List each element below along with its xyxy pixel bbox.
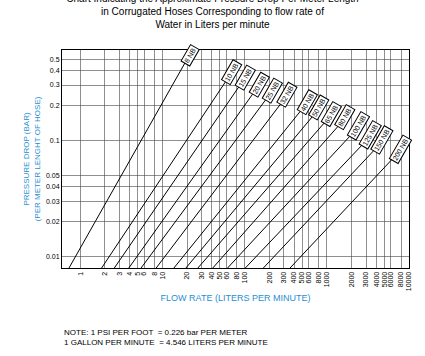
svg-text:10000: 10000 xyxy=(405,272,412,292)
svg-text:3000: 3000 xyxy=(362,272,369,288)
svg-text:Chart Indicating the Approxima: Chart Indicating the Approximate Pressur… xyxy=(66,0,358,30)
svg-text:125 NB: 125 NB xyxy=(361,123,379,147)
svg-text:20 NB: 20 NB xyxy=(251,74,267,95)
svg-text:300: 300 xyxy=(280,272,287,284)
svg-text:0.02: 0.02 xyxy=(46,218,60,225)
svg-text:8000: 8000 xyxy=(397,272,404,288)
svg-text:100: 100 xyxy=(241,272,248,284)
svg-text:40 NB: 40 NB xyxy=(299,92,315,113)
svg-text:50 NB: 50 NB xyxy=(311,97,327,118)
svg-text:600: 600 xyxy=(305,272,312,284)
svg-text:0.04: 0.04 xyxy=(46,183,60,190)
svg-text:60: 60 xyxy=(223,272,230,280)
svg-text:0.3: 0.3 xyxy=(50,81,60,88)
svg-text:500: 500 xyxy=(298,272,305,284)
svg-text:80: 80 xyxy=(233,272,240,280)
svg-text:0.5: 0.5 xyxy=(50,56,60,63)
svg-text:4000: 4000 xyxy=(373,272,380,288)
svg-text:15 NB: 15 NB xyxy=(237,67,253,88)
svg-text:0.01: 0.01 xyxy=(46,253,60,260)
svg-text:50: 50 xyxy=(216,272,223,280)
svg-text:8: 8 xyxy=(151,272,158,276)
svg-text:NOTE: 1 PSI PER FOOT = 0.226: NOTE: 1 PSI PER FOOT = 0.226 bar PER MET… xyxy=(64,328,268,347)
svg-text:5000: 5000 xyxy=(381,272,388,288)
svg-text:0.05: 0.05 xyxy=(46,172,60,179)
svg-text:4: 4 xyxy=(126,272,133,276)
svg-text:5: 5 xyxy=(134,272,141,276)
svg-text:8 NB: 8 NB xyxy=(183,47,197,64)
svg-text:150 NB: 150 NB xyxy=(373,128,391,152)
svg-text:25 NB: 25 NB xyxy=(264,80,280,101)
svg-text:0.4: 0.4 xyxy=(50,67,60,74)
svg-text:6000: 6000 xyxy=(387,272,394,288)
svg-text:80 NB: 80 NB xyxy=(337,107,353,128)
svg-text:2: 2 xyxy=(101,272,108,276)
svg-text:400: 400 xyxy=(290,272,297,284)
svg-text:32 NB: 32 NB xyxy=(279,84,295,105)
svg-text:0.1: 0.1 xyxy=(50,137,60,144)
svg-text:6: 6 xyxy=(140,272,147,276)
svg-text:800: 800 xyxy=(315,272,322,284)
svg-text:20: 20 xyxy=(183,272,190,280)
svg-text:PRESSURE DROP (BAR)(PER METER: PRESSURE DROP (BAR)(PER METER LENGHT OF … xyxy=(22,96,41,221)
svg-text:30: 30 xyxy=(198,272,205,280)
svg-text:65 NB: 65 NB xyxy=(323,104,339,125)
svg-text:10: 10 xyxy=(159,272,166,280)
svg-text:10 NB: 10 NB xyxy=(224,62,240,83)
svg-text:1000: 1000 xyxy=(323,272,330,288)
svg-text:FLOW RATE (LITERS PER MINUTE): FLOW RATE (LITERS PER MINUTE) xyxy=(161,293,311,303)
svg-text:100 NB: 100 NB xyxy=(349,114,367,138)
svg-text:3: 3 xyxy=(116,272,123,276)
svg-text:2000: 2000 xyxy=(348,272,355,288)
svg-text:0.2: 0.2 xyxy=(50,102,60,109)
svg-text:200: 200 xyxy=(266,272,273,284)
svg-text:0.03: 0.03 xyxy=(46,198,60,205)
svg-text:200 NB: 200 NB xyxy=(391,137,409,161)
svg-text:40: 40 xyxy=(208,272,215,280)
svg-text:1: 1 xyxy=(77,272,84,276)
